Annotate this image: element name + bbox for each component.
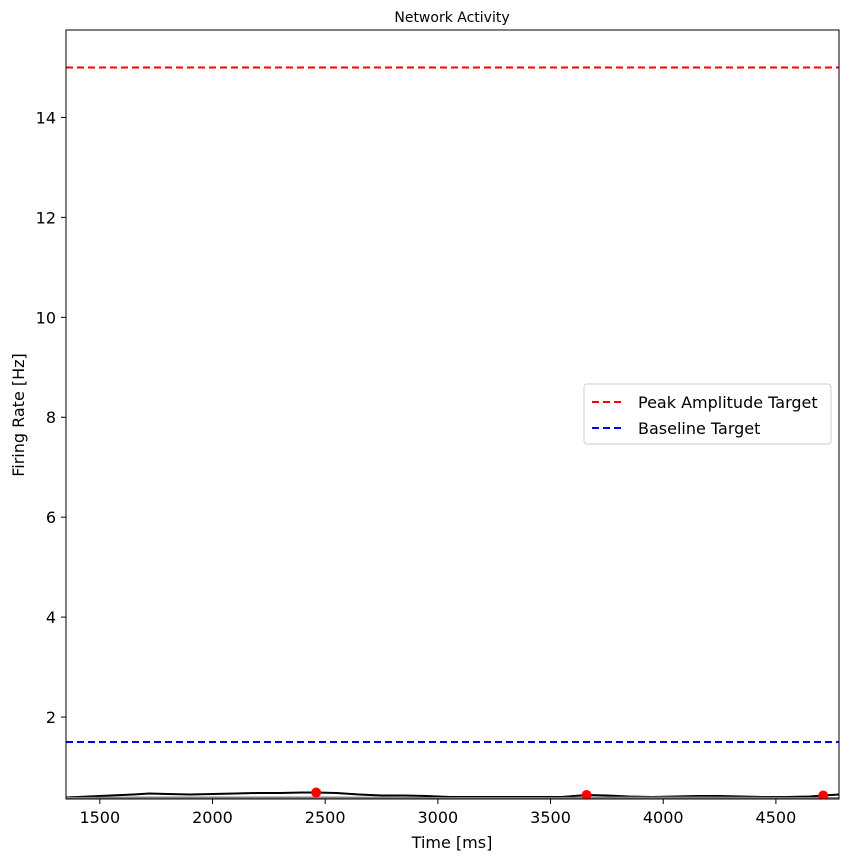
series-line-2 xyxy=(66,796,839,799)
x-tick-label: 3500 xyxy=(530,808,571,827)
x-tick-label: 1500 xyxy=(79,808,120,827)
y-tick-label: 6 xyxy=(46,508,56,527)
x-tick-label: 2000 xyxy=(192,808,233,827)
legend: Peak Amplitude Target Baseline Target xyxy=(583,383,832,445)
y-tick-label: 4 xyxy=(46,608,56,627)
legend-label: Baseline Target xyxy=(638,419,760,438)
y-tick-label: 14 xyxy=(36,108,56,127)
x-axis-label: Time [ms] xyxy=(411,833,493,852)
peak-marker xyxy=(818,790,829,799)
chart-title: Network Activity xyxy=(394,10,509,26)
legend-label: Peak Amplitude Target xyxy=(638,393,818,412)
x-tick-label: 3000 xyxy=(417,808,458,827)
peak-marker xyxy=(311,787,322,798)
data-layer xyxy=(66,66,839,799)
x-tick-label: 2500 xyxy=(305,808,346,827)
y-tick-label: 10 xyxy=(36,308,56,327)
y-tick-label: 8 xyxy=(46,408,56,427)
x-tick-label: 4500 xyxy=(756,808,797,827)
axes-frame xyxy=(65,29,840,800)
y-axis-label: Firing Rate [Hz] xyxy=(9,353,28,477)
peak-marker xyxy=(581,790,592,799)
plot-area: 1500 2000 2500 3000 3500 4000 4500 2 4 6 8 10 12 14 xyxy=(36,29,840,827)
y-tick-label: 12 xyxy=(36,208,56,227)
x-tick-label: 4000 xyxy=(643,808,684,827)
legend-box xyxy=(583,383,832,445)
y-tick-label: 2 xyxy=(46,708,56,727)
